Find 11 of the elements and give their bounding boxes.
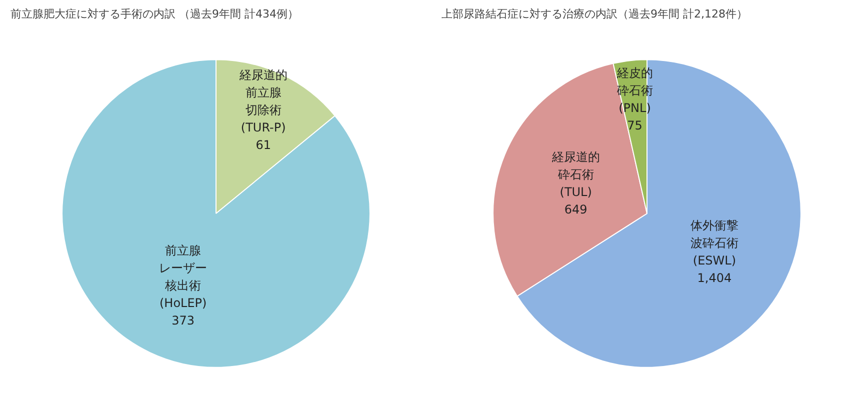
slice-label: 体外衝撃波砕石術(ESWL) [690,218,738,268]
data-label: 373 [172,314,195,328]
data-label: 61 [256,138,272,152]
data-label: 1,404 [697,271,732,286]
chart-title: 上部尿路結石症に対する治療の内訳（過去9年間 計2,128件） [442,8,748,20]
chart-title: 前立腺肥大症に対する手術の内訳 （過去9年間 計434例） [10,8,298,20]
slice-label: 前立腺レーザー核出術(HoLEP) [159,244,208,310]
slice-label: 経尿道的砕石術(TUL) [550,150,600,199]
data-label: 75 [627,118,642,133]
data-label: 649 [564,202,588,216]
slice-label: 経尿道的前立腺切除術(TUR-P) [238,68,288,134]
